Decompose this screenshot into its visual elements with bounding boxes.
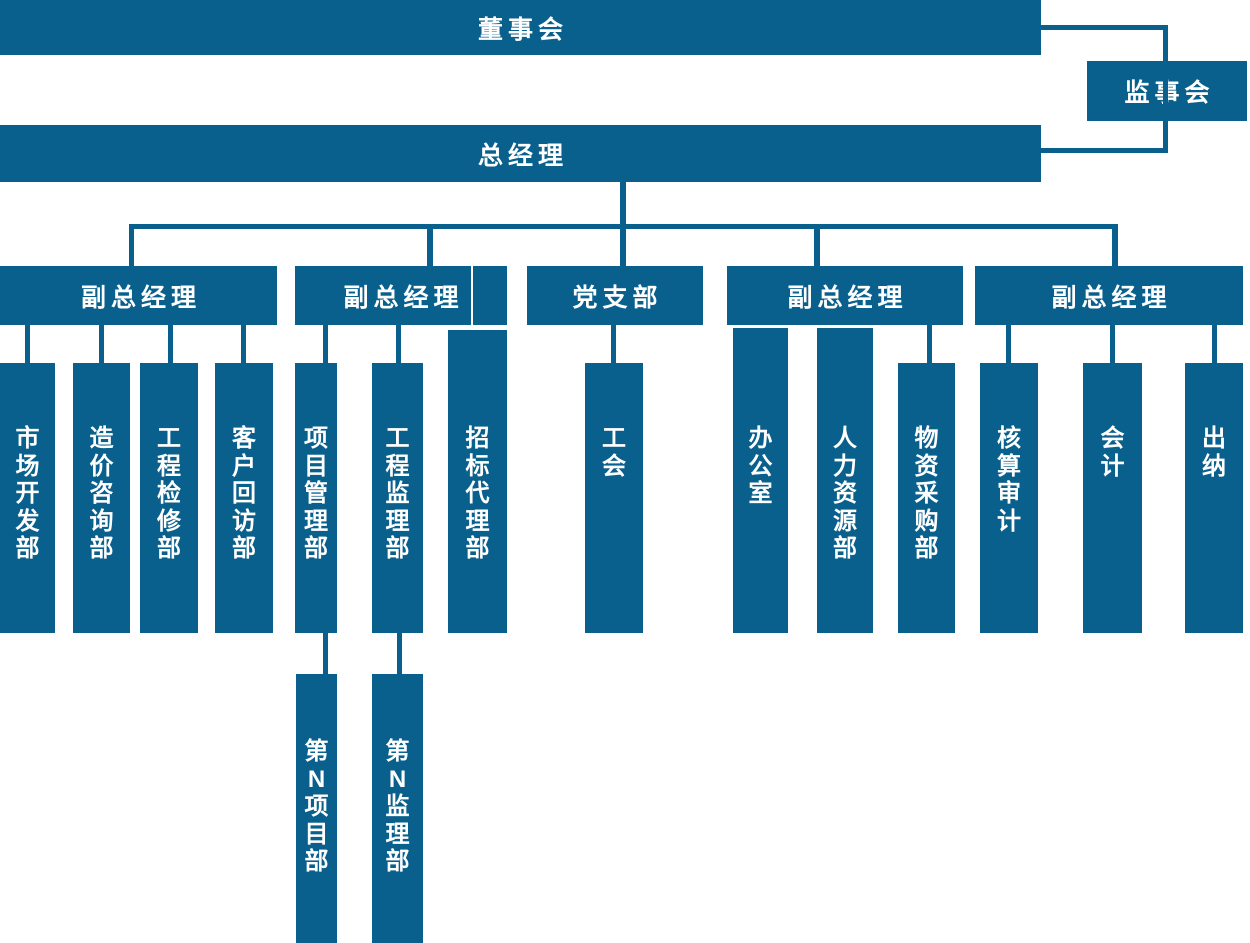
node-deputy-gm-3-label: 副总经理 bbox=[787, 283, 908, 312]
dept-label: 办公室 bbox=[748, 425, 773, 507]
connector-dept bbox=[397, 633, 402, 674]
node-dept-cost-consulting: 造价咨询部 bbox=[73, 363, 130, 633]
connector-supervisory-vertical bbox=[1163, 25, 1168, 153]
node-party-branch-label: 党支部 bbox=[572, 283, 663, 312]
node-dept-accountant: 会计 bbox=[1083, 363, 1142, 633]
node-deputy-gm-2: 副总经理 bbox=[295, 266, 507, 325]
connector-dept bbox=[99, 325, 104, 363]
dept-label: 工程检修部 bbox=[157, 425, 181, 562]
dept-label: 客户回访部 bbox=[232, 425, 256, 562]
node-dept-nth-supervision: 第N监理部 bbox=[372, 674, 423, 943]
node-party-branch: 党支部 bbox=[527, 266, 703, 325]
dept-label: 人力资源部 bbox=[833, 425, 857, 562]
node-dept-customer-followup: 客户回访部 bbox=[215, 363, 273, 633]
connector-dept bbox=[927, 325, 932, 363]
node-deputy-gm-1-label: 副总经理 bbox=[80, 283, 201, 312]
connector-dept bbox=[323, 325, 328, 363]
dept-label: 造价咨询部 bbox=[89, 425, 114, 562]
connector-dept bbox=[25, 325, 30, 363]
node-dept-human-resources: 人力资源部 bbox=[817, 328, 873, 633]
dept-label: 工程监理部 bbox=[385, 425, 410, 562]
node-deputy-gm-4-label: 副总经理 bbox=[1051, 283, 1172, 312]
node-deputy-gm-2-label: 副总经理 bbox=[343, 283, 464, 312]
connector-dept bbox=[168, 325, 173, 363]
node-board: 董事会 bbox=[0, 0, 1041, 55]
dept-label: 第N项目部 bbox=[304, 738, 329, 875]
node-deputy-gm-4: 副总经理 bbox=[975, 266, 1243, 325]
node-dept-accounting-audit: 核算审计 bbox=[980, 363, 1038, 633]
node-dept-cashier: 出纳 bbox=[1185, 363, 1243, 633]
connector-board-to-supervisory bbox=[1041, 25, 1168, 30]
node-dept-general-office: 办公室 bbox=[733, 328, 788, 633]
node-dept-engineering-supervision: 工程监理部 bbox=[372, 363, 423, 633]
node-dept-material-procurement: 物资采购部 bbox=[898, 363, 955, 633]
node-board-label: 董事会 bbox=[477, 15, 568, 44]
connector-dept bbox=[611, 325, 616, 363]
dept-label: 第N监理部 bbox=[385, 738, 410, 875]
dept-label: 会计 bbox=[1100, 425, 1125, 480]
connector-drop-deputy4 bbox=[1112, 229, 1118, 266]
dept-label: 工会 bbox=[602, 425, 626, 480]
connector-dept bbox=[323, 633, 328, 674]
node-deputy-gm-1: 副总经理 bbox=[0, 266, 277, 325]
node-general-manager-label: 总经理 bbox=[477, 141, 568, 170]
connector-dept bbox=[396, 325, 401, 363]
node-dept-project-management: 项目管理部 bbox=[295, 363, 337, 633]
connector-level2-horizontal bbox=[129, 224, 1118, 229]
dept-label: 招标代理部 bbox=[465, 425, 490, 562]
connector-dept bbox=[1212, 325, 1217, 363]
connector-drop-deputy1 bbox=[129, 229, 134, 266]
dept-label: 核算审计 bbox=[997, 425, 1021, 535]
node-dept-market-development: 市场开发部 bbox=[0, 363, 55, 633]
node-dept-nth-project: 第N项目部 bbox=[296, 674, 337, 943]
node-deputy-gm-3: 副总经理 bbox=[727, 266, 963, 325]
connector-drop-deputy2 bbox=[427, 229, 433, 266]
connector-drop-deputy3 bbox=[814, 229, 820, 266]
node-dept-labor-union: 工会 bbox=[585, 363, 643, 633]
dept-label: 物资采购部 bbox=[914, 425, 939, 562]
node-dept-engineering-maintenance: 工程检修部 bbox=[140, 363, 198, 633]
connector-supervisory-to-gm bbox=[1041, 148, 1168, 153]
connector-dept bbox=[241, 325, 246, 363]
node-dept-bidding-agency: 招标代理部 bbox=[448, 330, 507, 633]
connector-dept bbox=[1110, 325, 1115, 363]
connector-dept bbox=[1006, 325, 1011, 363]
node-general-manager: 总经理 bbox=[0, 125, 1041, 182]
dept-label: 出纳 bbox=[1202, 425, 1226, 480]
box-seam bbox=[471, 266, 473, 325]
dept-label: 项目管理部 bbox=[304, 425, 328, 562]
dept-label: 市场开发部 bbox=[15, 425, 40, 562]
